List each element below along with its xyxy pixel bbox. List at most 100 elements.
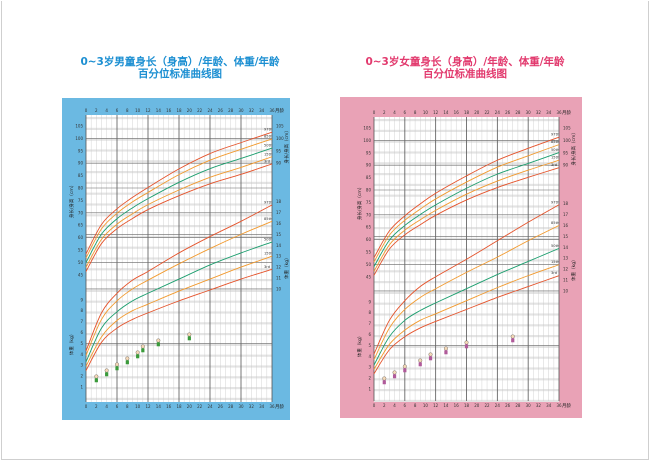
weight-tick-label-left: 5 xyxy=(80,341,83,346)
x-axis-label-top: 月龄 xyxy=(275,107,284,114)
length-tick-label-right: 90 xyxy=(563,163,569,168)
boy-chart-title: 0~3岁男童身长（身高）/年龄、体重/年龄 百分位标准曲线图 xyxy=(30,56,330,80)
length-curve-97th xyxy=(85,131,273,255)
x-tick-label-bottom: 12 xyxy=(433,403,439,408)
weight-tick-label-right: 18 xyxy=(563,201,569,206)
weight-curve-97th xyxy=(85,204,273,352)
boy-growth-chart-panel: 0 0 2 2 4 4 6 6 8 8 10 10 12 12 14 14 16 16 18 18 20 20 22 22 24… xyxy=(62,98,290,420)
x-tick-label-top: 20 xyxy=(187,108,193,113)
weight-tick-label-right: 18 xyxy=(276,199,282,204)
length-tick-label-left: 105 xyxy=(75,124,83,129)
x-tick-label-bottom: 12 xyxy=(145,404,151,409)
child-figure-body-icon xyxy=(382,380,386,385)
child-figure-body-icon xyxy=(392,374,397,379)
child-figure-head-icon xyxy=(443,346,448,351)
weight-curve-label-50th: 50th xyxy=(264,238,272,242)
x-tick-label-top: 36 xyxy=(556,110,562,115)
x-tick-label-top: 36 xyxy=(269,108,275,113)
weight-tick-label-right: 15 xyxy=(563,234,569,239)
weight-axis-title-left: 体重（kg） xyxy=(356,334,363,357)
weight-tick-label-left: 4 xyxy=(80,352,83,357)
child-figure-head-icon xyxy=(104,368,109,373)
length-curve-15th xyxy=(85,156,273,268)
x-tick-label-top: 32 xyxy=(536,110,542,115)
weight-tick-label-right: 16 xyxy=(563,223,569,228)
length-curve-3rd xyxy=(373,167,560,276)
x-tick-label-top: 6 xyxy=(116,108,119,113)
length-tick-label-left: 70 xyxy=(366,212,372,217)
x-tick-label-top: 28 xyxy=(515,110,521,115)
length-curve-85th xyxy=(373,144,560,263)
length-tick-label-left: 90 xyxy=(78,161,84,166)
child-figure-head-icon xyxy=(402,364,407,369)
girl-chart-title: 0~3岁女童身长（身高）/年龄、体重/年龄 百分位标准曲线图 xyxy=(315,56,615,80)
x-tick-label-bottom: 36 xyxy=(556,403,562,408)
x-tick-label-bottom: 30 xyxy=(526,403,532,408)
weight-curve-50th xyxy=(373,247,560,366)
length-curve-50th xyxy=(373,152,560,267)
x-tick-label-top: 10 xyxy=(423,110,429,115)
x-tick-label-top: 0 xyxy=(85,108,88,113)
length-curve-label-85th: 85th xyxy=(264,134,272,138)
x-tick-label-bottom: 0 xyxy=(373,403,376,408)
x-tick-label-bottom: 14 xyxy=(156,404,162,409)
x-tick-label-top: 2 xyxy=(383,110,386,115)
length-tick-label-left: 45 xyxy=(78,272,84,277)
child-figure-body-icon xyxy=(511,338,515,343)
child-figure-body-icon xyxy=(141,348,145,353)
child-figure-body-icon xyxy=(187,336,191,341)
x-tick-label-bottom: 0 xyxy=(85,404,88,409)
x-tick-label-bottom: 26 xyxy=(505,403,511,408)
boy-title-line1: 0~3岁男童身长（身高）/年龄、体重/年龄 xyxy=(80,56,280,68)
weight-tick-label-right: 12 xyxy=(276,265,282,270)
weight-curve-label-85th: 85th xyxy=(551,221,559,225)
weight-curve-50th xyxy=(85,241,273,363)
child-figure-head-icon xyxy=(140,344,145,349)
child-figure-body-icon xyxy=(94,378,98,383)
weight-tick-label-right: 17 xyxy=(276,210,282,215)
x-tick-label-bottom: 32 xyxy=(249,404,255,409)
girl-growth-chart: 0022446688101012121414161618182020222224… xyxy=(356,109,577,409)
length-tick-label-left: 95 xyxy=(78,148,84,153)
weight-curve-label-15th: 15th xyxy=(551,260,559,264)
length-tick-label-left: 75 xyxy=(366,200,372,205)
length-tick-label-left: 75 xyxy=(78,198,84,203)
weight-tick-label-left: 6 xyxy=(80,330,83,335)
weight-curve-15th xyxy=(85,255,273,367)
x-tick-label-bottom: 8 xyxy=(414,403,417,408)
length-tick-label-left: 65 xyxy=(366,225,372,230)
weight-curve-3rd xyxy=(85,268,273,371)
length-curve-label-3rd: 3rd xyxy=(264,159,270,163)
weight-tick-label-left: 6 xyxy=(368,332,371,337)
length-curve-label-97th: 97th xyxy=(264,128,272,132)
weight-tick-label-left: 9 xyxy=(80,297,83,302)
weight-curve-85th xyxy=(85,220,273,356)
length-curve-label-15th: 15th xyxy=(551,156,559,160)
x-tick-label-bottom: 16 xyxy=(166,404,172,409)
child-figure-head-icon xyxy=(94,374,99,379)
x-tick-label-bottom: 24 xyxy=(495,403,501,408)
length-tick-label-left: 60 xyxy=(366,237,372,242)
weight-curve-label-97th: 97th xyxy=(551,200,559,204)
child-figure-body-icon xyxy=(136,354,140,359)
length-curve-3rd xyxy=(85,163,273,272)
weight-tick-label-left: 7 xyxy=(368,321,371,326)
weight-tick-label-right: 11 xyxy=(563,278,569,283)
x-tick-label-bottom: 6 xyxy=(116,404,119,409)
x-tick-label-top: 34 xyxy=(259,108,265,113)
x-tick-label-bottom: 14 xyxy=(443,403,449,408)
x-tick-label-top: 20 xyxy=(474,110,480,115)
child-figure-head-icon xyxy=(115,362,119,367)
x-tick-label-bottom: 28 xyxy=(228,404,234,409)
x-tick-label-top: 6 xyxy=(404,110,407,115)
length-tick-label-left: 55 xyxy=(366,250,372,255)
length-tick-label-left: 65 xyxy=(78,223,84,228)
length-curve-label-97th: 97th xyxy=(551,133,559,137)
child-figure-head-icon xyxy=(187,332,192,337)
length-tick-label-left: 80 xyxy=(366,188,372,193)
weight-axis-title-right: 体重（kg） xyxy=(283,255,290,278)
x-tick-label-top: 32 xyxy=(249,108,255,113)
child-figure-body-icon xyxy=(115,366,119,371)
length-tick-label-left: 85 xyxy=(78,173,84,178)
